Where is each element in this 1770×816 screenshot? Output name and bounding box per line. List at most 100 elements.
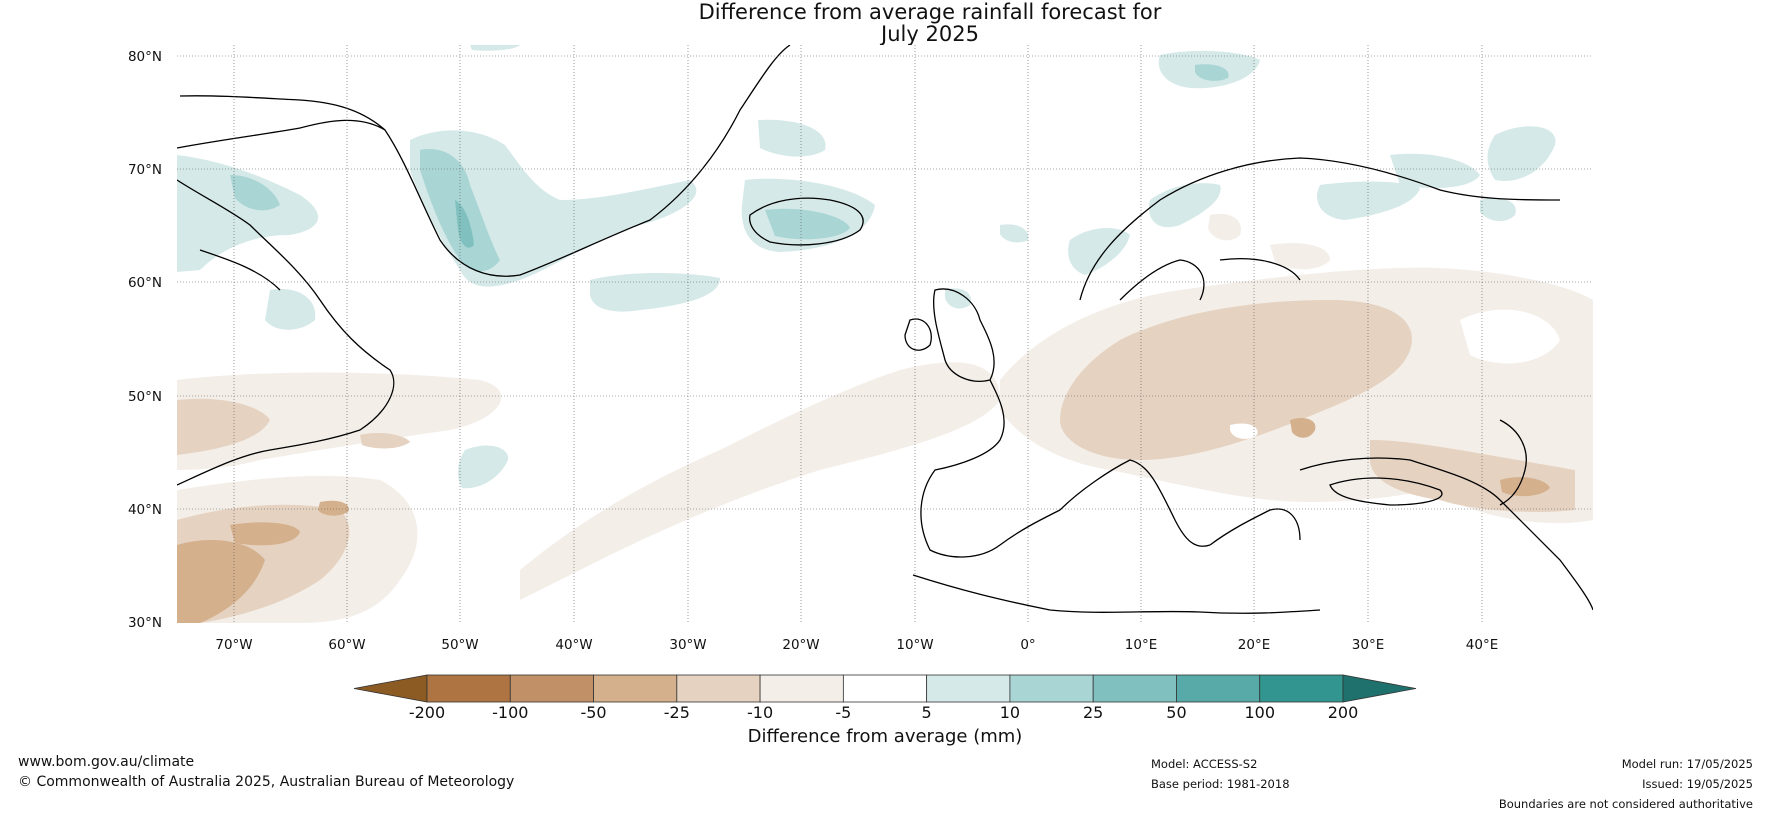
drier-region	[177, 398, 270, 455]
colorbar-tick-labels: -200 -100 -50 -25 -10 -5 5 10 25 50 100 200	[409, 703, 1358, 722]
wetter-region	[265, 289, 316, 330]
drier-region	[1060, 300, 1412, 460]
colorbar-tick-label: 200	[1328, 703, 1359, 722]
colorbar-tick-label: -10	[747, 703, 773, 722]
footer-issued: Issued: 19/05/2025	[1642, 777, 1753, 791]
colorbar-segment	[593, 674, 678, 703]
colorbar-extend-low	[353, 674, 428, 703]
colorbar-extend-high	[1342, 674, 1417, 703]
drier-region	[177, 540, 265, 623]
colorbar-segment	[759, 674, 844, 703]
colorbar-segment	[509, 674, 594, 703]
lon-label: 10°W	[896, 637, 933, 653]
wetter-region	[1000, 224, 1029, 243]
lon-label: 0°	[1020, 637, 1035, 653]
wetter-region	[230, 175, 280, 211]
colorbar-segment	[1259, 674, 1344, 703]
wetter-region	[1149, 183, 1221, 228]
lon-label: 30°E	[1352, 637, 1384, 653]
wetter-than-average-regions	[177, 45, 1556, 489]
north-africa-coast	[912, 574, 1321, 614]
drier-region	[230, 522, 300, 546]
ireland-coast	[904, 318, 932, 351]
hudson-coast	[199, 249, 281, 291]
drier-region	[1500, 477, 1550, 497]
colorbar-label: Difference from average (mm)	[747, 726, 1023, 747]
wetter-region	[1390, 153, 1480, 188]
footer-base-period: Base period: 1981-2018	[1151, 777, 1290, 791]
footer-copyright: © Commonwealth of Australia 2025, Austra…	[18, 774, 515, 790]
greenland-north-coast	[179, 95, 386, 131]
italy-coast	[1059, 459, 1211, 547]
map-panel	[177, 45, 1593, 623]
footer-disclaimer: Boundaries are not considered authoritat…	[1498, 797, 1753, 811]
greenland-coast	[177, 45, 791, 277]
caspian-coast	[1499, 419, 1527, 506]
balkans-coast	[1209, 508, 1301, 546]
lon-label: 20°E	[1238, 637, 1270, 653]
colorbar-segment	[1092, 674, 1177, 703]
drier-region	[318, 500, 349, 516]
lon-label: 60°W	[328, 637, 365, 653]
lat-label: 60°N	[128, 275, 162, 291]
drier-region	[177, 372, 502, 470]
great-britain-coast	[933, 288, 995, 382]
map-title-line-1: Difference from average rainfall forecas…	[698, 0, 1162, 24]
wetter-region	[758, 119, 826, 157]
colorbar-tick-label: 5	[922, 703, 932, 722]
colorbar-segment	[676, 674, 761, 703]
lon-label: 10°E	[1125, 637, 1157, 653]
wetter-region	[458, 445, 509, 489]
lat-label: 70°N	[128, 162, 162, 178]
colorbar-tick-label: -200	[409, 703, 445, 722]
colorbar-tick-label: -100	[492, 703, 528, 722]
wetter-region	[1487, 126, 1556, 181]
wetter-region	[470, 45, 520, 51]
wetter-region	[765, 208, 850, 240]
lon-label: 40°E	[1466, 637, 1498, 653]
drier-region	[1208, 213, 1241, 241]
wetter-region	[1480, 198, 1516, 222]
lon-label: 20°W	[782, 637, 819, 653]
iceland-coast	[749, 197, 864, 246]
colorbar-segment	[842, 674, 928, 703]
colorbar-segment	[1176, 674, 1261, 703]
lon-label: 50°W	[441, 637, 478, 653]
lat-label: 80°N	[128, 49, 162, 65]
scandinavia-coast	[1079, 157, 1561, 301]
footer-url: www.bom.gov.au/climate	[18, 754, 195, 770]
colorbar-tick-label: 100	[1244, 703, 1275, 722]
baltic-coast	[1119, 259, 1205, 301]
lat-label: 50°N	[128, 389, 162, 405]
lat-label: 40°N	[128, 502, 162, 518]
neutral-hole	[1230, 423, 1258, 439]
drier-region	[520, 362, 1000, 600]
lon-label: 30°W	[669, 637, 706, 653]
colorbar	[353, 674, 1417, 703]
colorbar-segment	[926, 674, 1011, 703]
gridlines	[177, 45, 1593, 623]
colorbar-segment	[426, 674, 511, 703]
drier-region	[1290, 418, 1316, 438]
black-sea-turkey-coast	[1299, 457, 1593, 611]
latitude-labels: 80°N 70°N 60°N 50°N 40°N 30°N	[128, 49, 162, 631]
gulf-of-finland-coast	[1219, 258, 1301, 281]
footer-model-run: Model run: 17/05/2025	[1621, 757, 1753, 771]
colorbar-tick-label: 50	[1166, 703, 1186, 722]
wetter-region	[177, 155, 319, 272]
black-sea-coast	[1329, 477, 1443, 506]
lat-label: 30°N	[128, 615, 162, 631]
lon-label: 40°W	[555, 637, 592, 653]
neutral-hole	[1460, 309, 1560, 364]
colorbar-tick-label: -5	[835, 703, 851, 722]
colorbar-tick-label: -50	[580, 703, 606, 722]
drier-than-average-regions	[177, 213, 1593, 623]
wetter-region	[455, 200, 474, 248]
wetter-region	[1317, 181, 1420, 220]
wetter-region	[589, 273, 720, 312]
wetter-region	[945, 288, 971, 309]
map-title-line-2: July 2025	[881, 22, 979, 46]
coastlines	[177, 45, 1593, 614]
longitude-labels: 70°W 60°W 50°W 40°W 30°W 20°W 10°W 0° 10…	[215, 637, 1498, 653]
